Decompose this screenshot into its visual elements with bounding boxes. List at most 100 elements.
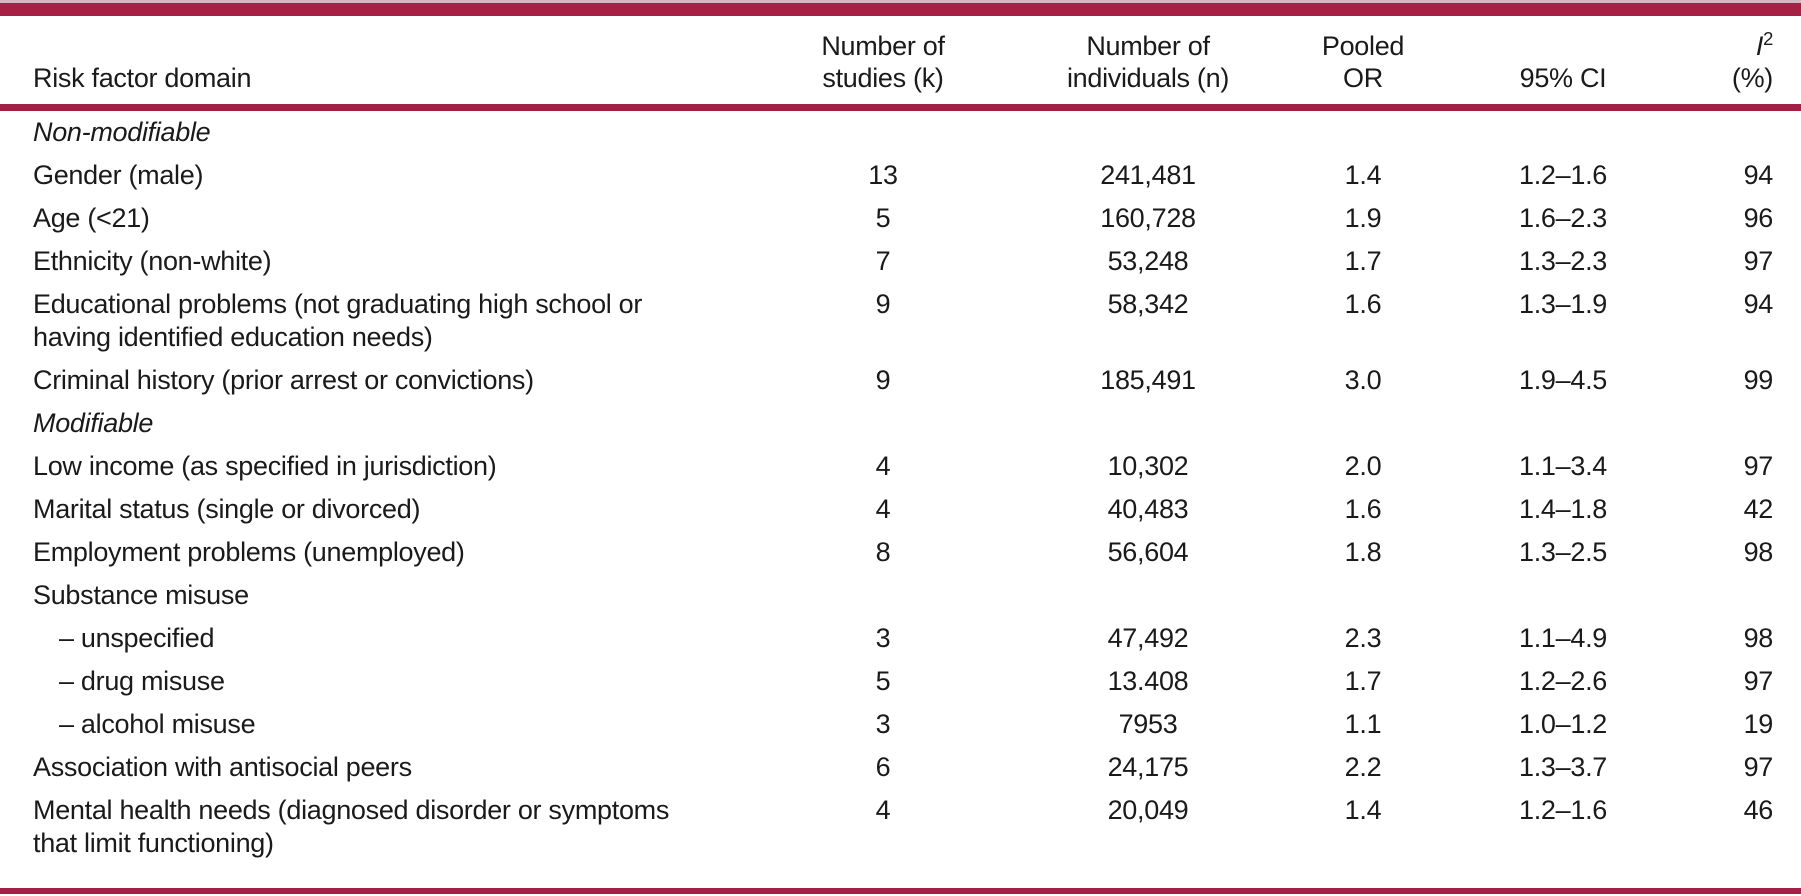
cell-individuals: 241,481 [1100,160,1196,190]
cell-i2: 99 [1743,365,1774,395]
table-row: – unspecified 3 47,492 2.3 1.1–4.9 98 [0,617,1801,660]
row-label: – alcohol misuse [0,703,723,746]
column-header-line1: Pooled [1321,31,1405,61]
cell-individuals: 160,728 [1100,203,1196,233]
table-row: Age (<21) 5 160,728 1.9 1.6–2.3 96 [0,197,1801,240]
cell-ci: 1.6–2.3 [1519,203,1607,233]
cell-studies: 4 [875,451,891,481]
cell-ci: 1.3–3.7 [1519,752,1607,782]
cell-i2 [1653,402,1801,445]
column-header-line2: OR [1343,63,1383,93]
cell-or: 1.9 [1344,203,1382,233]
cell-or: 1.4 [1344,160,1382,190]
row-label-line1: Marital status (single or divorced) [33,494,421,524]
row-label-line1: – alcohol misuse [59,709,256,739]
column-header-line2: (%) [1731,63,1773,93]
row-label-line1: Age (<21) [33,203,150,233]
cell-or: 1.4 [1344,795,1382,825]
cell-i2: 96 [1743,203,1774,233]
table-row: Mental health needs (diagnosed disorder … [0,789,1801,865]
row-label-line1: Employment problems (unemployed) [33,537,465,567]
cell-i2 [1653,108,1801,155]
table-row: Modifiable [0,402,1801,445]
cell-ci: 1.3–2.5 [1519,537,1607,567]
column-header-line2: studies (k) [822,63,944,93]
row-label-line1: Association with antisocial peers [33,752,412,782]
cell-ci: 1.1–4.9 [1519,623,1607,653]
row-label: Marital status (single or divorced) [0,488,723,531]
row-label: Modifiable [0,402,723,445]
cell-studies: 3 [875,623,891,653]
cell-or: 2.3 [1344,623,1382,653]
row-label: Low income (as specified in jurisdiction… [0,445,723,488]
row-label-line1: – unspecified [59,623,215,653]
row-label-line1: Mental health needs (diagnosed disorder … [33,795,670,825]
row-label-line1: Substance misuse [33,580,249,610]
cell-individuals: 47,492 [1107,623,1189,653]
cell-ci: 1.3–2.3 [1519,246,1607,276]
cell-individuals [1043,108,1253,155]
row-label: Criminal history (prior arrest or convic… [0,359,723,402]
cell-studies: 8 [875,537,891,567]
cell-studies: 13 [868,160,898,190]
table-row: Ethnicity (non-white) 7 53,248 1.7 1.3–2.3 97 [0,240,1801,283]
cell-ci [1473,108,1653,155]
cell-studies [723,574,1043,617]
column-header-studies: Number of studies (k) [723,16,1043,111]
row-label: – drug misuse [0,660,723,703]
cell-or: 2.0 [1344,451,1382,481]
bottom-accent-rule [0,888,1801,894]
row-label: Educational problems (not graduating hig… [0,283,723,359]
column-header-line2: individuals (n) [1066,63,1230,93]
table-header: Risk factor domain Number of studies (k) N… [0,16,1801,111]
column-header-individuals: Number of individuals (n) [1043,16,1253,111]
row-label: Gender (male) [0,154,723,197]
table-body: Non-modifiable Gender (male) 13 241,481 1.4 1… [0,108,1801,866]
cell-individuals [1043,402,1253,445]
table-row: Association with antisocial peers 6 24,175… [0,746,1801,789]
cell-individuals: 10,302 [1107,451,1189,481]
cell-studies: 5 [875,666,891,696]
row-label: Mental health needs (diagnosed disorder … [0,789,723,865]
cell-individuals [1043,574,1253,617]
row-label-line2: having identified education needs) [33,322,433,352]
cell-or: 1.1 [1344,709,1382,739]
cell-i2: 19 [1743,709,1774,739]
row-label-line1: Modifiable [33,408,154,438]
cell-or [1253,574,1473,617]
row-label: Ethnicity (non-white) [0,240,723,283]
cell-individuals: 13.408 [1107,666,1189,696]
cell-or: 1.8 [1344,537,1382,567]
cell-ci: 1.2–1.6 [1519,160,1607,190]
cell-individuals: 7953 [1118,709,1178,739]
row-label-line2: that limit functioning) [33,828,274,858]
cell-ci: 1.4–1.8 [1519,494,1607,524]
column-header-line1: I2 [1755,28,1773,61]
cell-or: 1.7 [1344,666,1382,696]
row-label: Employment problems (unemployed) [0,531,723,574]
cell-ci: 1.2–1.6 [1519,795,1607,825]
row-label: – unspecified [0,617,723,660]
cell-or: 1.6 [1344,289,1382,319]
cell-i2: 97 [1743,666,1774,696]
cell-studies: 5 [875,203,891,233]
cell-i2: 97 [1743,752,1774,782]
cell-ci: 1.3–1.9 [1519,289,1607,319]
cell-individuals: 24,175 [1107,752,1189,782]
row-label-line1: Non-modifiable [33,117,211,147]
cell-i2: 94 [1743,289,1774,319]
cell-ci: 1.2–2.6 [1519,666,1607,696]
table-row: – alcohol misuse 3 7953 1.1 1.0–1.2 19 [0,703,1801,746]
cell-i2: 97 [1743,451,1774,481]
row-label-line1: – drug misuse [59,666,225,696]
cell-individuals: 40,483 [1107,494,1189,524]
cell-ci [1473,402,1653,445]
cell-individuals: 58,342 [1107,289,1189,319]
column-header-or: Pooled OR [1253,16,1473,111]
cell-or: 1.7 [1344,246,1382,276]
column-header-i2: I2 (%) [1653,16,1801,111]
cell-ci: 1.0–1.2 [1519,709,1607,739]
risk-factor-table: Risk factor domain Number of studies (k) N… [0,16,1801,865]
cell-or: 2.2 [1344,752,1382,782]
